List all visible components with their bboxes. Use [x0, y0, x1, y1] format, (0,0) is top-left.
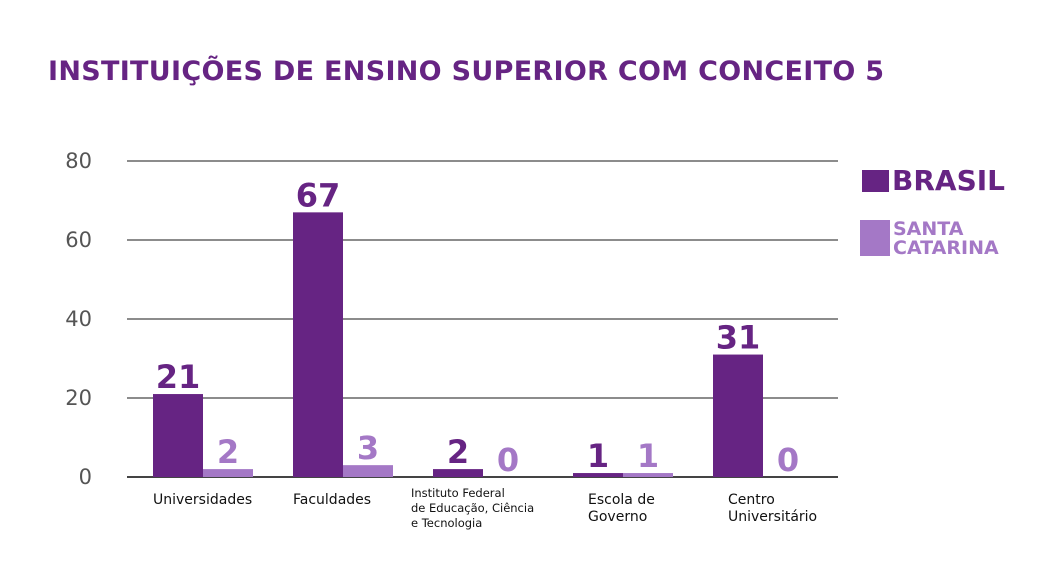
bar-brasil: [433, 469, 483, 477]
data-label: 1: [587, 437, 609, 475]
x-tick-label: Universidades: [153, 492, 252, 508]
data-label: 21: [156, 358, 201, 396]
y-tick-label: 20: [65, 386, 92, 410]
bar-santa-catarina: [343, 465, 393, 477]
bar-brasil: [293, 212, 343, 477]
x-tick-label: Governo: [588, 509, 647, 525]
y-tick-label: 80: [65, 149, 92, 173]
data-label: 0: [777, 441, 799, 479]
y-tick-label: 0: [79, 465, 92, 489]
x-tick-label: de Educação, Ciência: [411, 501, 534, 515]
legend-label: SANTA CATARINA: [893, 218, 999, 259]
chart-title: INSTITUIÇÕES DE ENSINO SUPERIOR COM CONC…: [48, 56, 885, 87]
x-tick-label: Centro: [728, 492, 775, 508]
legend-item-brasil: BRASIL: [862, 164, 1005, 197]
legend-swatch: [862, 169, 889, 192]
legend-swatch: [860, 220, 890, 256]
data-label: 2: [217, 433, 239, 471]
bar-brasil: [713, 354, 763, 477]
bar-brasil: [573, 473, 623, 477]
y-tick-label: 40: [65, 307, 92, 331]
bar-brasil: [153, 394, 203, 477]
data-label: 0: [497, 441, 519, 479]
x-tick-label: e Tecnologia: [411, 516, 482, 530]
x-tick-label: Faculdades: [293, 492, 371, 508]
data-label: 1: [637, 437, 659, 475]
bar-santa-catarina: [203, 469, 253, 477]
x-tick-label: Universitário: [728, 509, 817, 525]
data-label: 31: [716, 319, 761, 357]
y-tick-label: 60: [65, 228, 92, 252]
data-label: 67: [296, 176, 341, 214]
legend-label: BRASIL: [892, 164, 1005, 197]
legend-item-santa-catarina: SANTA CATARINA: [860, 220, 1013, 258]
x-tick-label: Instituto Federal: [411, 486, 505, 500]
bar-santa-catarina: [623, 473, 673, 477]
data-label: 2: [447, 433, 469, 471]
data-label: 3: [357, 429, 379, 467]
x-tick-label: Escola de: [588, 492, 655, 508]
